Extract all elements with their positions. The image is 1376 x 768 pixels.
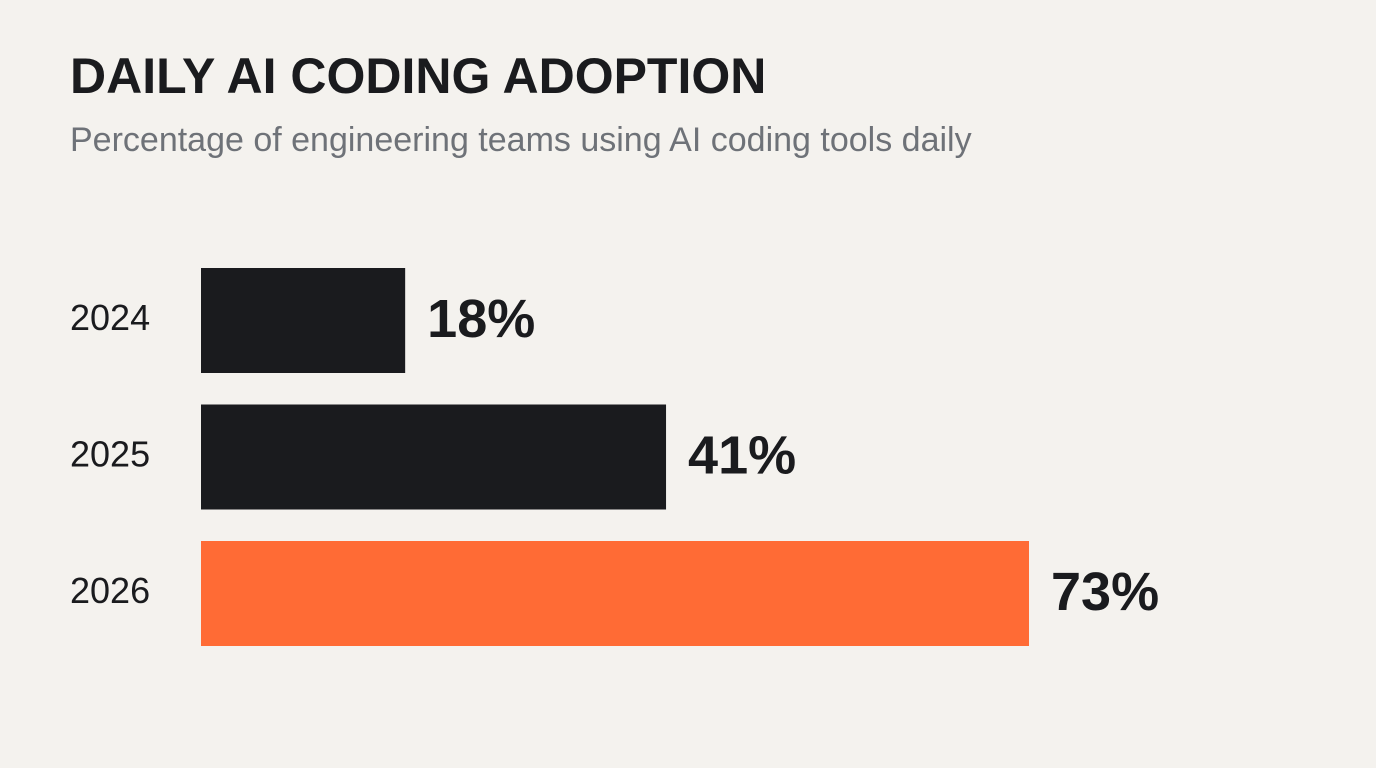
bar: [201, 404, 667, 510]
bar: [201, 541, 1029, 646]
value-label: 41%: [688, 425, 796, 485]
value-label: 18%: [427, 289, 535, 349]
category-label: 2025: [70, 434, 150, 475]
value-label: 73%: [1051, 562, 1159, 622]
category-label: 2026: [70, 570, 150, 611]
chart-subtitle: Percentage of engineering teams using AI…: [70, 121, 972, 159]
bar: [201, 268, 406, 373]
chart-title: DAILY AI CODING ADOPTION: [70, 48, 766, 104]
category-label: 2024: [70, 297, 150, 338]
